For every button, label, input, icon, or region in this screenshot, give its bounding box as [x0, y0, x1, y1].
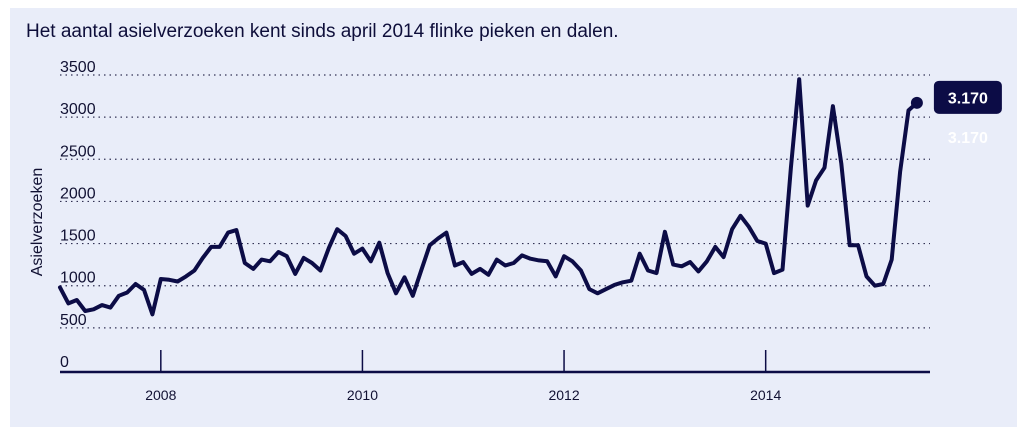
y-tick-label-3000: 3000 — [60, 101, 96, 118]
value-ghost-label: 3.170 — [948, 130, 988, 147]
y-tick-label-1500: 1500 — [60, 228, 96, 245]
y-axis-label: Asielverzoeken — [29, 168, 46, 277]
y-tick-label-2500: 2500 — [60, 143, 96, 160]
value-badge — [933, 80, 1002, 114]
gridlines — [60, 74, 930, 329]
x-tick-label-2010: 2010 — [347, 387, 378, 403]
y-tick-label-0: 0 — [60, 354, 69, 371]
series-line-0 — [58, 77, 919, 317]
value-badge-label: 3.170 — [948, 90, 988, 107]
series-end-point — [910, 96, 923, 109]
y-tick-label-1000: 1000 — [60, 270, 96, 287]
y-tick-label-3500: 3500 — [60, 59, 96, 76]
y-tick-label-2000: 2000 — [60, 185, 96, 202]
series-group — [58, 77, 923, 317]
y-tick-labels: 0 500 1000 1500 2000 2500 3000 3500 — [60, 59, 96, 371]
chart-panel — [10, 8, 1017, 427]
chart-title: Het aantal asielverzoeken kent sinds apr… — [26, 21, 619, 42]
x-tick-label-2014: 2014 — [750, 387, 781, 403]
x-axis: 2008 2010 2012 2014 — [60, 350, 930, 403]
annotations: 3.170 3.170 — [933, 80, 1002, 147]
y-tick-label-500: 500 — [60, 312, 87, 329]
x-tick-label-2008: 2008 — [145, 387, 176, 403]
x-tick-label-2012: 2012 — [548, 387, 579, 403]
